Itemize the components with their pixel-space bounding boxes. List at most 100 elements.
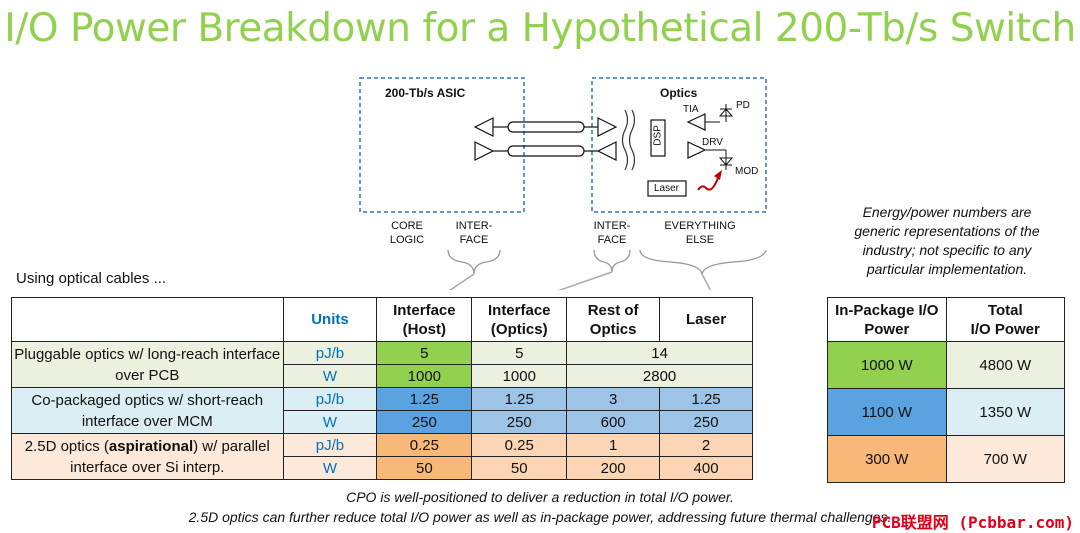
value-cell: 50: [376, 456, 473, 480]
value-cell: 2800: [566, 364, 753, 388]
drv-label: DRV: [702, 137, 723, 148]
value-cell: 1.25: [376, 387, 473, 411]
value-cell: 5: [471, 341, 568, 365]
unit-cell: W: [282, 456, 378, 480]
tia-icon: [686, 113, 706, 131]
footer-line-1: CPO is well-positioned to deliver a redu…: [346, 489, 734, 505]
row-label-text: ) w/ parallel interface over Si interp.: [70, 437, 270, 476]
value-cell: 50: [471, 456, 568, 480]
header-total-power: Total I/O Power: [945, 297, 1066, 342]
value-cell: 0.25: [471, 433, 568, 457]
laser-beam-icon: [697, 177, 719, 191]
unit-cell: W: [282, 364, 378, 388]
footer-line-2: 2.5D optics can further reduce total I/O…: [188, 509, 892, 525]
channel-bottom: [507, 145, 585, 157]
power-breakdown-table: Units Interface (Host) Interface (Optics…: [11, 297, 753, 480]
value-cell: 1.25: [659, 387, 753, 411]
value-cell: 5: [376, 341, 473, 365]
brace-everything-else: [639, 249, 767, 275]
row-label-text: Co-packaged optics w/ short-reach interf…: [31, 391, 264, 430]
pd-icon: [718, 108, 734, 117]
header-interface-optics: Interface (Optics): [471, 297, 568, 342]
optics-driver-icon: [596, 141, 617, 161]
core-logic-label: CORE LOGIC: [389, 220, 425, 246]
table-header-row: Units Interface (Host) Interface (Optics…: [11, 297, 753, 342]
table-row: W 50 50 200 400: [12, 456, 753, 480]
dsp-label: DSP: [652, 125, 664, 146]
dsp-box: [650, 119, 666, 157]
summary-cell: 300 W: [827, 435, 947, 483]
header-interface-host: Interface (Host): [376, 297, 473, 342]
header-laser: Laser: [659, 297, 753, 342]
disclaimer-note: Energy/power numbers are generic represe…: [854, 204, 1040, 277]
header-rest-of-optics: Rest of Optics: [566, 297, 661, 342]
interface-host-label: INTER- FACE: [455, 220, 493, 246]
channel-top: [507, 121, 585, 133]
watermark: PCB联盟网 (Pcbbar.com): [871, 513, 1074, 532]
summary-row: 300 W 700 W: [827, 435, 1066, 483]
page-title: I/O Power Breakdown for a Hypothetical 2…: [4, 6, 1076, 51]
value-cell: 200: [566, 456, 661, 480]
value-cell: 3: [566, 387, 661, 411]
mod-icon: [718, 157, 734, 166]
row-label-co-packaged: Co-packaged optics w/ short-reach interf…: [11, 387, 284, 434]
table-row: 2.5D optics (aspirational) w/ parallel i…: [11, 433, 753, 480]
brace-interface-host: [447, 249, 501, 275]
row-label-text: Pluggable optics w/ long-reach interface…: [14, 345, 281, 384]
summary-cell: 1350 W: [945, 388, 1066, 436]
header-units: Units: [282, 297, 378, 342]
asic-driver-icon: [474, 141, 495, 161]
pd-label: PD: [736, 100, 750, 111]
summary-cell: 1100 W: [827, 388, 947, 436]
row-label-bold: aspirational: [108, 437, 194, 455]
row-label-2-5d: 2.5D optics (aspirational) w/ parallel i…: [11, 433, 284, 480]
row-label-pluggable: Pluggable optics w/ long-reach interface…: [11, 341, 284, 388]
value-cell: 1: [566, 433, 661, 457]
value-cell: 250: [659, 410, 753, 434]
everything-else-label: EVERYTHING ELSE: [664, 220, 736, 246]
value-cell: 1.25: [471, 387, 568, 411]
value-cell: 2: [659, 433, 753, 457]
value-cell: 400: [659, 456, 753, 480]
summary-cell: 700 W: [945, 435, 1066, 483]
table-row: W 250 250 600 250: [12, 410, 753, 434]
summary-power-table: In-Package I/O Power Total I/O Power 100…: [827, 297, 1066, 483]
value-cell: 250: [471, 410, 568, 434]
laser-label: Laser: [654, 183, 680, 194]
laser-box: [647, 180, 687, 197]
summary-cell: 1000 W: [827, 341, 947, 389]
value-cell: 1000: [376, 364, 473, 388]
summary-row: 1000 W 4800 W: [827, 341, 1066, 389]
table-row: Pluggable optics w/ long-reach interface…: [11, 341, 753, 388]
summary-cell: 4800 W: [945, 341, 1066, 389]
value-cell: 0.25: [376, 433, 473, 457]
interface-optics-label: INTER- FACE: [593, 220, 631, 246]
asic-box: [359, 77, 525, 213]
asic-label: 200-Tb/s ASIC: [385, 86, 466, 100]
row-label-text: 2.5D optics (: [24, 437, 109, 455]
optics-box: [591, 77, 767, 213]
brace-interface-optics: [593, 249, 631, 273]
switch-diagram: 200-Tb/s ASIC Optics TIA PD DRV MOD Lase…: [359, 77, 767, 290]
unit-cell: pJ/b: [282, 341, 378, 365]
summary-header-row: In-Package I/O Power Total I/O Power: [827, 297, 1066, 342]
diagram-graphic: [359, 77, 767, 290]
drv-icon: [687, 141, 707, 159]
unit-cell: pJ/b: [282, 433, 378, 457]
value-cell: 1000: [471, 364, 568, 388]
value-cell: 250: [376, 410, 473, 434]
tia-label: TIA: [683, 104, 699, 115]
using-optical-cables: Using optical cables ...: [16, 270, 167, 287]
table-row: W 1000 1000 2800: [12, 364, 753, 388]
unit-cell: W: [282, 410, 378, 434]
value-cell: 14: [566, 341, 753, 365]
unit-cell: pJ/b: [282, 387, 378, 411]
mod-label: MOD: [735, 166, 759, 177]
wave-icon: [621, 109, 629, 171]
summary-row: 1100 W 1350 W: [827, 388, 1066, 436]
optics-receiver-icon: [597, 117, 618, 137]
optics-label: Optics: [660, 86, 698, 100]
header-in-package-power: In-Package I/O Power: [827, 297, 947, 342]
asic-receiver-icon: [473, 117, 494, 137]
table-row: Co-packaged optics w/ short-reach interf…: [11, 387, 753, 434]
